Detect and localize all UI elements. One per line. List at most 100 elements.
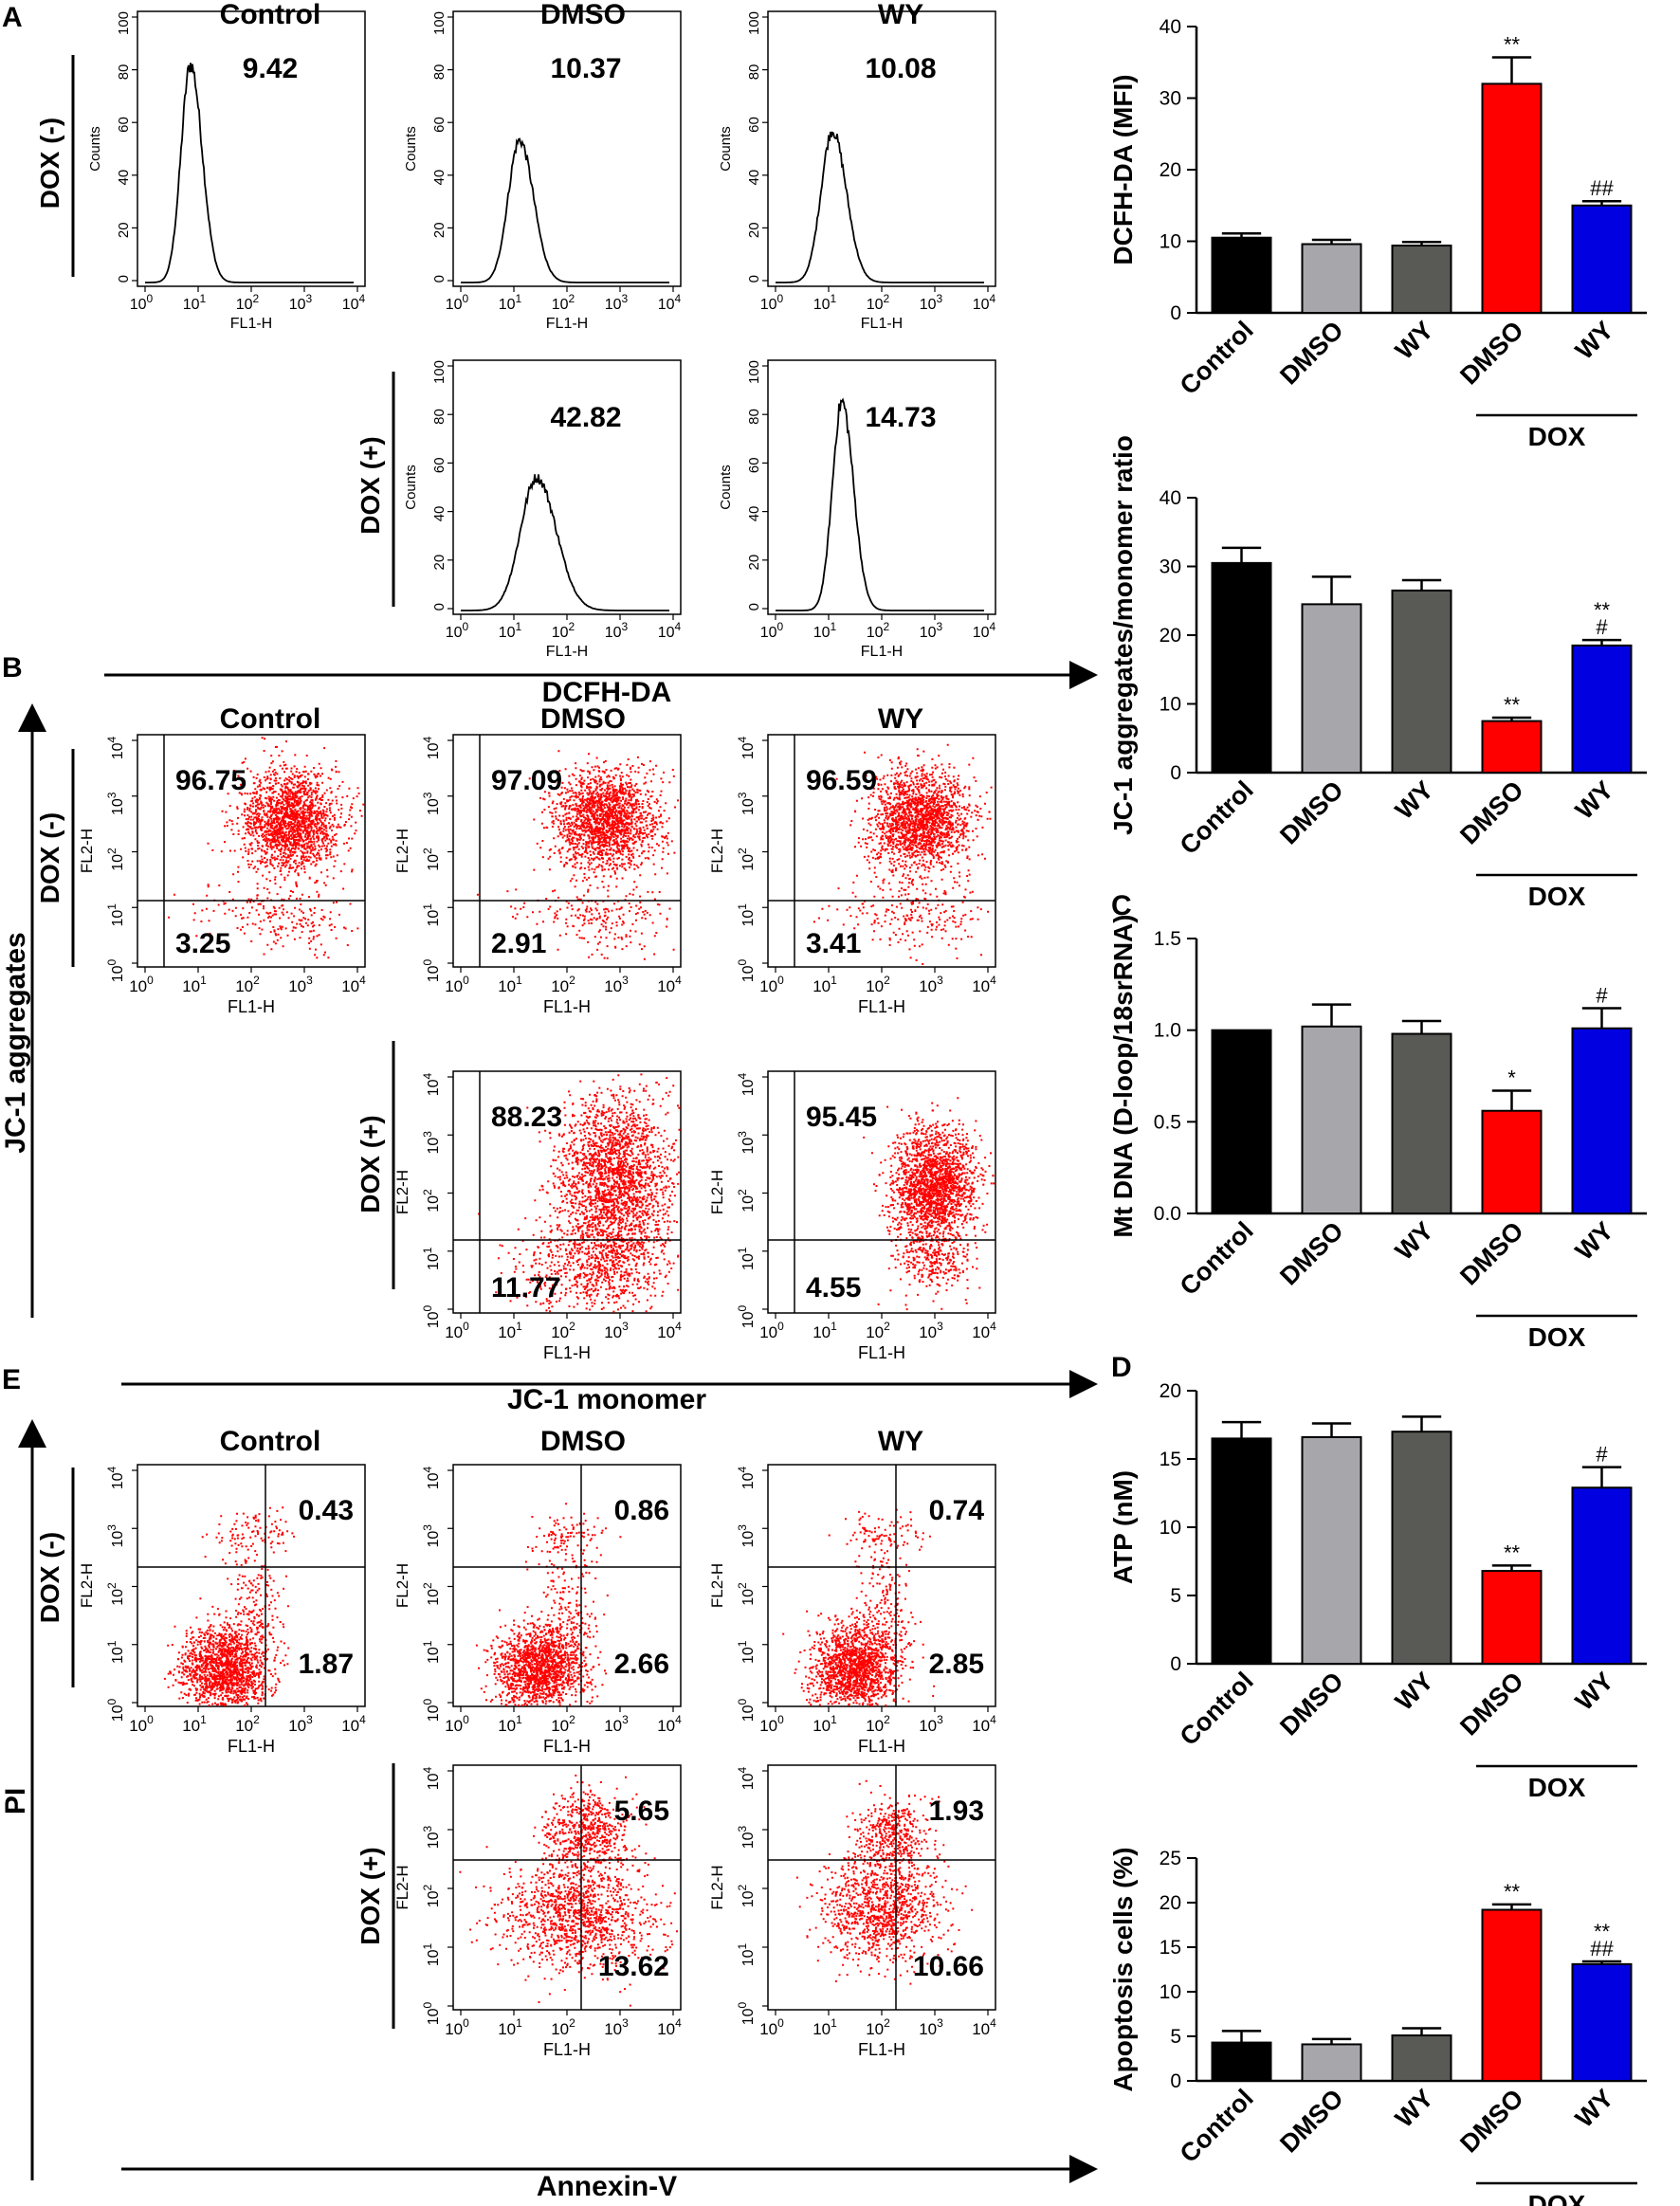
dot-e-pos-dmso-xtick-exp: 2 — [569, 2016, 575, 2030]
dot-b-neg-dmso-ytick-label: 103 — [421, 792, 442, 815]
dot-e-neg-wy-ytick-label: 104 — [736, 1466, 757, 1489]
bar-chart-b-category-4: WY — [1570, 775, 1619, 825]
bar-chart-c-sig-4: # — [1596, 983, 1608, 1007]
dot-e-pos-dmso-xtick-exp: 4 — [675, 2016, 682, 2030]
bar-chart-d-category-3: DMSO — [1454, 1667, 1528, 1741]
dot-e-pos-wy-xtick-exp: 4 — [990, 2016, 996, 2030]
bar-chart-b-bar-0 — [1211, 561, 1272, 774]
bar-chart-a-ylabel: DCFH-DA (MFI) — [1108, 74, 1138, 264]
dot-e-pos-wy-ytick-exp: 1 — [736, 1942, 749, 1949]
dot-e-neg-dmso-upper-value: 0.86 — [614, 1495, 669, 1526]
col-header-wy-a: WY — [878, 0, 923, 30]
dot-b-neg-control-ytick-exp: 0 — [105, 958, 119, 965]
bar-chart-e-sig-4: ## — [1590, 1937, 1614, 1960]
bar-chart-c-ytick-label: 1.0 — [1154, 1020, 1181, 1042]
hist-a-pos-dmso-ytick-label: 0 — [431, 603, 447, 611]
dot-e-pos-dmso-xtick-label: 104 — [657, 2016, 682, 2038]
dot-e-neg-dmso-xtick-exp: 0 — [463, 1713, 469, 1726]
col-header-dmso-e: DMSO — [540, 1426, 626, 1457]
dot-e-pos-wy-xtick-label: 102 — [866, 2016, 890, 2038]
bar-chart-b-ytick-label: 20 — [1160, 625, 1181, 647]
labels-layer: A B C D E Control DMSO WY Control DMSO W… — [0, 0, 1132, 2202]
dot-e-neg-dmso-ytick-label: 100 — [421, 1698, 442, 1722]
bar-chart-c-sig-3: * — [1507, 1066, 1516, 1089]
dot-b-neg-wy-xtick-exp: 4 — [990, 974, 996, 987]
bar-chart-d-bar-2 — [1391, 1431, 1452, 1665]
arrow-label-jc1-aggregates: JC-1 aggregates — [0, 932, 31, 1153]
bar-chart-c-bar-3 — [1481, 1109, 1543, 1214]
bar-chart-e-category-1: DMSO — [1274, 2084, 1348, 2158]
hist-a-neg-control-ytick-label: 20 — [116, 222, 132, 238]
dot-b-neg-wy-xtick-exp: 1 — [831, 974, 837, 987]
dot-b-pos-wy-ytick-label: 101 — [736, 1247, 757, 1270]
panel-letter-d: D — [1111, 1352, 1132, 1383]
bar-chart-e-ytick-label: 20 — [1160, 1892, 1181, 1914]
bar-chart-b-ytick-label: 10 — [1160, 694, 1181, 716]
hist-a-pos-dmso-xtick-exp: 1 — [516, 620, 522, 633]
dot-e-neg-dmso-ytick-exp: 4 — [421, 1466, 434, 1472]
hist-a-neg-dmso-xtick-label: 103 — [605, 292, 629, 313]
hist-a-pos-dmso-xtick-exp: 0 — [463, 620, 469, 633]
bar-chart-a-bar-3 — [1481, 82, 1543, 315]
bar-chart-e-category-3: DMSO — [1454, 2084, 1528, 2158]
hist-a-neg-dmso-xtick-label: 104 — [658, 292, 682, 313]
bar-chart-c-category-2: WY — [1390, 1216, 1439, 1266]
hist-a-neg-wy-ytick-label: 60 — [746, 117, 762, 133]
col-header-wy-e: WY — [878, 1426, 923, 1457]
bar-chart-b-category-3: DMSO — [1454, 775, 1528, 849]
hist-a-neg-wy-ytick-label: 0 — [746, 275, 762, 283]
hist-a-neg-wy-xtick-exp: 0 — [777, 292, 784, 305]
dot-b-neg-wy-ytick-exp: 0 — [736, 958, 749, 965]
dot-b-neg-dmso-upper-value: 97.09 — [491, 765, 562, 796]
hist-a-neg-wy-ytick-label: 40 — [746, 170, 762, 186]
dot-b-neg-control-ytick-exp: 4 — [105, 736, 119, 742]
dot-b-pos-wy-events — [863, 1097, 995, 1311]
dot-b-pos-dmso-ytick-exp: 1 — [421, 1247, 434, 1253]
arrow-label-jc1-monomer: JC-1 monomer — [507, 1384, 706, 1415]
hist-a-neg-wy-ytick-label: 80 — [746, 64, 762, 81]
hist-a-pos-dmso-value: 42.82 — [550, 402, 621, 433]
dot-b-neg-control-xtick-exp: 0 — [147, 974, 154, 987]
dot-b-neg-dmso-ytick-label: 104 — [421, 736, 442, 759]
hist-a-pos-dmso-xtick-label: 101 — [499, 620, 522, 641]
dot-e-neg-wy-xtick-exp: 2 — [884, 1713, 890, 1726]
dot-b-pos-wy-ytick-exp: 0 — [736, 1304, 749, 1311]
col-header-control-b: Control — [220, 703, 321, 735]
dot-e-neg-control-xtick-exp: 0 — [147, 1713, 154, 1726]
dot-e-neg-dmso-ytick-exp: 0 — [421, 1698, 434, 1705]
bar-chart-a-category-4: WY — [1570, 316, 1619, 365]
hist-a-pos-dmso-xtick-label: 103 — [605, 620, 629, 641]
hist-a-pos-wy-xtick-label: 100 — [760, 620, 784, 641]
bar-chart-d-bar-3 — [1481, 1570, 1543, 1665]
hist-a-pos-dmso-xlabel: FL1-H — [546, 644, 588, 660]
dot-e-neg-control-events — [163, 1506, 295, 1706]
dot-e-neg-control-ytick-exp: 2 — [105, 1582, 119, 1589]
bar-chart-e-bar-1 — [1301, 2043, 1362, 2082]
dot-b-neg-control-events — [168, 737, 365, 959]
dot-b-neg-wy-ytick-exp: 3 — [736, 792, 749, 798]
bar-chart-a-category-1: DMSO — [1274, 316, 1348, 390]
dot-e-neg-wy-xtick-label: 101 — [813, 1713, 837, 1735]
dot-b-neg-control-ytick-exp: 2 — [105, 848, 119, 854]
dot-e-neg-wy-xtick-exp: 1 — [831, 1713, 837, 1726]
hist-a-neg-control-xtick-exp: 1 — [200, 292, 207, 305]
hist-a-pos-wy-ytick-label: 60 — [746, 457, 762, 473]
bar-chart-e-bar-2 — [1391, 2034, 1452, 2083]
dot-b-neg-dmso-xtick-label: 101 — [498, 974, 522, 995]
dot-e-neg-control-xlabel: FL1-H — [228, 1737, 275, 1756]
bar-chart-d-sig-4: # — [1596, 1443, 1608, 1467]
panel-letter-b: B — [2, 652, 23, 684]
bar-chart-a-ytick-label: 30 — [1160, 88, 1181, 110]
dot-b-neg-wy-xtick-label: 104 — [972, 974, 996, 995]
hist-a-neg-control-value: 9.42 — [243, 53, 298, 84]
dot-b-neg-dmso-lower-value: 2.91 — [491, 928, 546, 959]
dot-b-neg-dmso-xtick-exp: 0 — [463, 974, 469, 987]
dot-b-pos-dmso-xtick-exp: 0 — [463, 1320, 469, 1333]
dot-e-neg-control-ytick-exp: 0 — [105, 1698, 119, 1705]
dot-b-neg-dmso-events — [476, 750, 679, 960]
